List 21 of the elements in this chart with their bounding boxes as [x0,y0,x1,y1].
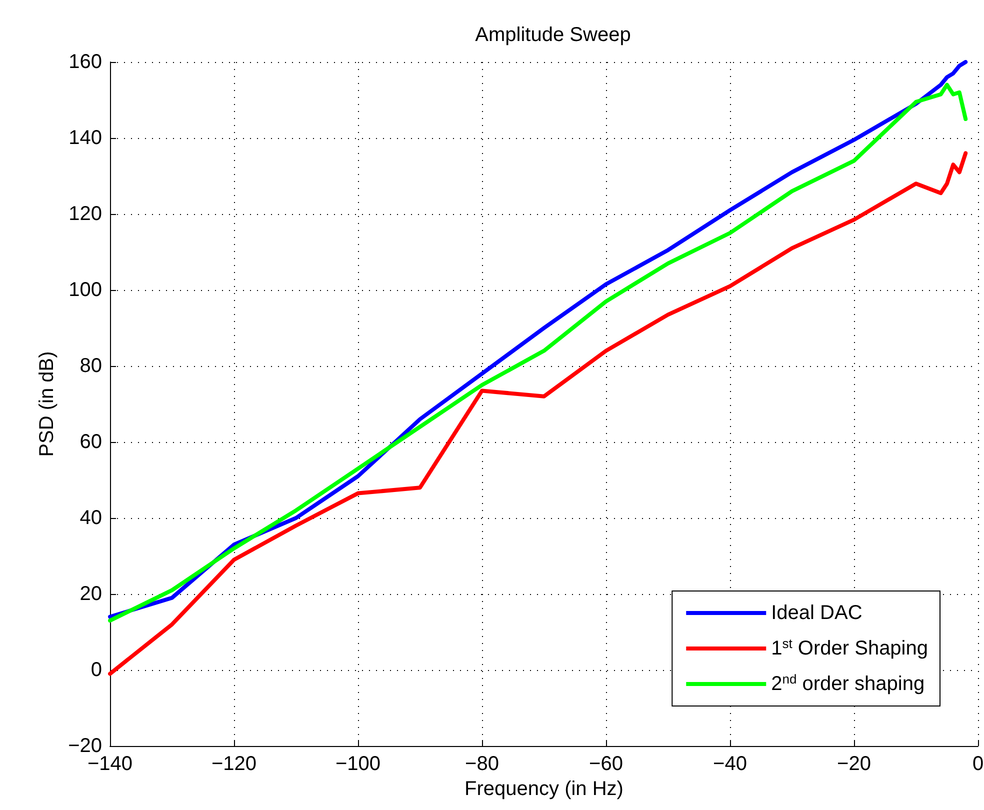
y-tick-label: 80 [80,355,102,377]
x-tick-label: 0 [972,753,984,775]
x-tick-label: −60 [589,753,623,775]
chart-title: Amplitude Sweep [475,24,631,46]
x-axis-title: Frequency (in Hz) [464,778,624,800]
y-tick-label: 0 [90,659,102,681]
line-series [108,151,968,676]
y-axis-title: PSD (in dB) [36,351,58,457]
x-tick-label: −80 [465,753,499,775]
x-tick-label: −40 [713,753,747,775]
y-tick-label: 60 [80,431,102,453]
y-tick-label: 160 [68,51,102,73]
y-tick-label: 40 [80,507,102,529]
y-tick-label: 120 [68,203,102,225]
y-tick-label: 100 [68,279,102,301]
y-tick-label: 20 [80,583,102,605]
legend-label: Ideal DAC [771,602,862,624]
x-tick-label: −20 [837,753,871,775]
y-tick-label: 140 [68,127,102,149]
x-tick-label: −100 [335,753,381,775]
x-tick-label: −120 [211,753,257,775]
